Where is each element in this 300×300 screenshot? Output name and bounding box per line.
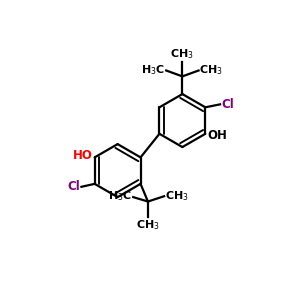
Text: CH$_3$: CH$_3$ [165,189,189,202]
Text: Cl: Cl [221,98,234,111]
Text: H$_3$C: H$_3$C [108,190,132,203]
Text: CH$_3$: CH$_3$ [170,47,194,61]
Text: Cl: Cl [67,180,80,193]
Text: CH$_3$: CH$_3$ [200,63,223,77]
Text: CH$_3$: CH$_3$ [136,218,160,232]
Text: H$_3$C: H$_3$C [141,63,165,77]
Text: HO: HO [72,149,92,162]
Text: OH: OH [208,129,228,142]
